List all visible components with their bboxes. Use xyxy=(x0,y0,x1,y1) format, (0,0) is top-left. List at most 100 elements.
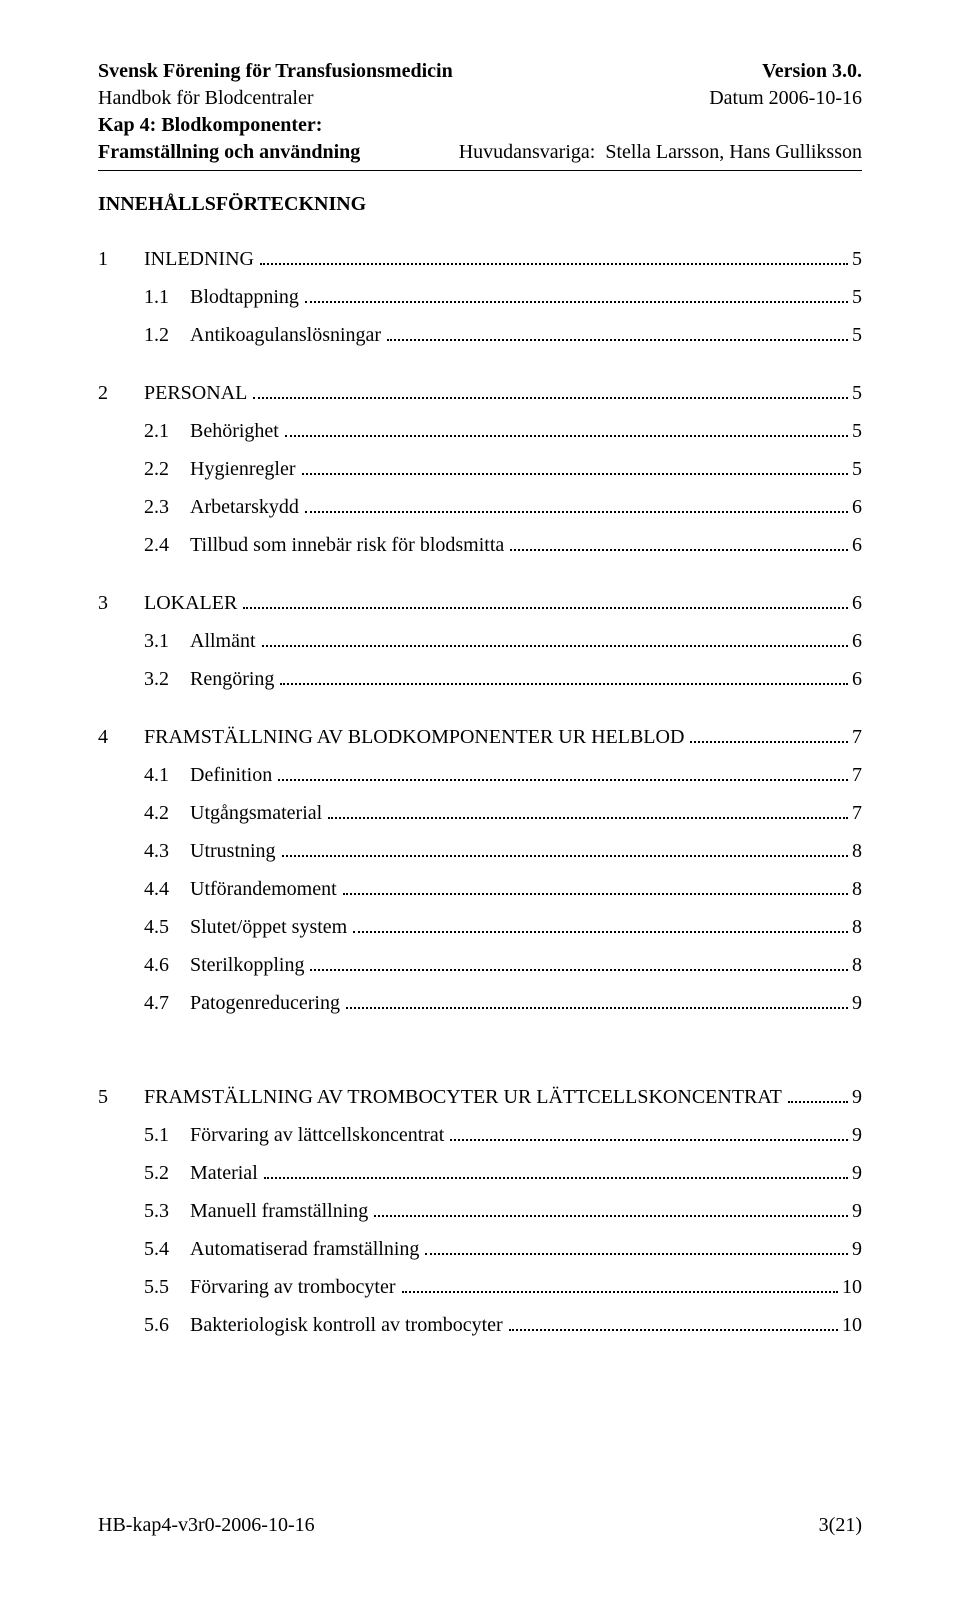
toc-number: 3 xyxy=(98,584,144,622)
toc-entry-level1[interactable]: 5FRAMSTÄLLNING AV TROMBOCYTER UR LÄTTCEL… xyxy=(98,1078,862,1116)
toc-entry-level1[interactable]: 1INLEDNING5 xyxy=(98,240,862,278)
toc-page: 9 xyxy=(852,1116,862,1154)
toc-label: Bakteriologisk kontroll av trombocyter xyxy=(190,1306,503,1344)
toc-label: Behörighet xyxy=(190,412,279,450)
toc-entry-level1[interactable]: 2PERSONAL5 xyxy=(98,374,862,412)
toc-number: 4.4 xyxy=(144,870,190,908)
toc-label: Utförandemoment xyxy=(190,870,337,908)
toc-entry-level2[interactable]: 5.4Automatiserad framställning 9 xyxy=(98,1230,862,1268)
toc-label: Hygienregler xyxy=(190,450,296,488)
toc-number: 5.4 xyxy=(144,1230,190,1268)
toc-entry-level2[interactable]: 2.2Hygienregler5 xyxy=(98,450,862,488)
toc-entry-level2[interactable]: 5.5Förvaring av trombocyter10 xyxy=(98,1268,862,1306)
toc-label: Utgångsmaterial xyxy=(190,794,322,832)
toc-label: Manuell framställning xyxy=(190,1192,368,1230)
toc-leader xyxy=(387,326,848,341)
toc-label: Tillbud som innebär risk för blodsmitta xyxy=(190,526,504,564)
toc-page: 9 xyxy=(852,1230,862,1268)
toc-leader xyxy=(328,804,848,819)
toc-leader xyxy=(305,288,848,303)
toc-leader xyxy=(374,1202,848,1217)
toc-entry-level2[interactable]: 5.6Bakteriologisk kontroll av trombocyte… xyxy=(98,1306,862,1344)
toc-page: 6 xyxy=(852,660,862,698)
toc-entry-level2[interactable]: 4.4Utförandemoment8 xyxy=(98,870,862,908)
toc-page: 6 xyxy=(852,488,862,526)
toc-leader xyxy=(280,670,848,685)
toc-label: PERSONAL xyxy=(144,374,247,412)
toc-leader xyxy=(278,766,848,781)
toc-section: 1INLEDNING51.1Blodtappning51.2Antikoagul… xyxy=(98,240,862,354)
toc-page: 7 xyxy=(852,794,862,832)
toc-entry-level2[interactable]: 5.3Manuell framställning9 xyxy=(98,1192,862,1230)
toc-leader xyxy=(450,1126,848,1141)
toc-page: 5 xyxy=(852,316,862,354)
toc-page: 9 xyxy=(852,1078,862,1116)
toc-leader xyxy=(264,1164,848,1179)
toc-label: Allmänt xyxy=(190,622,256,660)
toc-entry-level1[interactable]: 4FRAMSTÄLLNING AV BLODKOMPONENTER UR HEL… xyxy=(98,718,862,756)
toc-entry-level2[interactable]: 4.5Slutet/öppet system8 xyxy=(98,908,862,946)
toc-entry-level2[interactable]: 2.3Arbetarskydd6 xyxy=(98,488,862,526)
toc-label: Slutet/öppet system xyxy=(190,908,347,946)
toc-label: Utrustning xyxy=(190,832,276,870)
toc-entry-level1[interactable]: 3LOKALER6 xyxy=(98,584,862,622)
toc-leader xyxy=(260,250,848,265)
toc-page: 5 xyxy=(852,374,862,412)
toc-label: Blodtappning xyxy=(190,278,299,316)
toc-section: 2PERSONAL52.1Behörighet52.2Hygienregler5… xyxy=(98,374,862,564)
toc-page: 6 xyxy=(852,526,862,564)
toc-number: 5.6 xyxy=(144,1306,190,1344)
toc-page: 10 xyxy=(842,1306,862,1344)
chapter-label: Kap 4: Blodkomponenter: xyxy=(98,112,322,139)
toc-page: 9 xyxy=(852,1154,862,1192)
toc-entry-level2[interactable]: 2.1Behörighet5 xyxy=(98,412,862,450)
toc-entry-level2[interactable]: 1.2Antikoagulanslösningar5 xyxy=(98,316,862,354)
toc-number: 2.1 xyxy=(144,412,190,450)
toc-entry-level2[interactable]: 4.1Definition 7 xyxy=(98,756,862,794)
toc-page: 8 xyxy=(852,908,862,946)
toc-label: Automatiserad framställning xyxy=(190,1230,419,1268)
toc-number: 5.1 xyxy=(144,1116,190,1154)
toc-number: 5.5 xyxy=(144,1268,190,1306)
toc-number: 1 xyxy=(98,240,144,278)
toc-entry-level2[interactable]: 4.7Patogenreducering9 xyxy=(98,984,862,1022)
header-divider xyxy=(98,170,862,171)
toc-number: 1.1 xyxy=(144,278,190,316)
toc-entry-level2[interactable]: 3.2Rengöring6 xyxy=(98,660,862,698)
toc-page: 6 xyxy=(852,622,862,660)
header-row-4: Framställning och användning Huvudansvar… xyxy=(98,139,862,166)
toc-label: Förvaring av trombocyter xyxy=(190,1268,396,1306)
toc-section: 4FRAMSTÄLLNING AV BLODKOMPONENTER UR HEL… xyxy=(98,718,862,1022)
toc-leader xyxy=(509,1316,838,1331)
toc-page: 7 xyxy=(852,756,862,794)
toc-page: 6 xyxy=(852,584,862,622)
toc-number: 4.7 xyxy=(144,984,190,1022)
toc-leader xyxy=(285,422,848,437)
toc-page: 8 xyxy=(852,946,862,984)
toc-entry-level2[interactable]: 4.6Sterilkoppling8 xyxy=(98,946,862,984)
toc-number: 2.2 xyxy=(144,450,190,488)
toc-number: 4 xyxy=(98,718,144,756)
toc-entry-level2[interactable]: 4.2Utgångsmaterial7 xyxy=(98,794,862,832)
toc-label: Arbetarskydd xyxy=(190,488,299,526)
toc-entry-level2[interactable]: 5.1Förvaring av lättcellskoncentrat 9 xyxy=(98,1116,862,1154)
handbook-name: Handbok för Blodcentraler xyxy=(98,85,313,112)
toc-label: Sterilkoppling xyxy=(190,946,304,984)
version-label: Version 3.0. xyxy=(762,58,862,85)
toc-leader xyxy=(253,384,848,399)
toc-number: 4.1 xyxy=(144,756,190,794)
toc-entry-level2[interactable]: 2.4Tillbud som innebär risk för blodsmit… xyxy=(98,526,862,564)
toc-label: Patogenreducering xyxy=(190,984,340,1022)
toc-page: 5 xyxy=(852,240,862,278)
toc-title: INNEHÅLLSFÖRTECKNING xyxy=(98,193,862,216)
toc-label: Definition xyxy=(190,756,272,794)
footer-left: HB-kap4-v3r0-2006-10-16 xyxy=(98,1514,315,1537)
toc-label: Förvaring av lättcellskoncentrat xyxy=(190,1116,444,1154)
toc-entry-level2[interactable]: 4.3Utrustning8 xyxy=(98,832,862,870)
chapter-subtitle: Framställning och användning xyxy=(98,139,360,166)
toc-entry-level2[interactable]: 1.1Blodtappning5 xyxy=(98,278,862,316)
toc-entry-level2[interactable]: 5.2Material9 xyxy=(98,1154,862,1192)
toc-entry-level2[interactable]: 3.1Allmänt6 xyxy=(98,622,862,660)
toc-leader xyxy=(302,460,848,475)
header-row-2: Handbok för Blodcentraler Datum 2006-10-… xyxy=(98,85,862,112)
